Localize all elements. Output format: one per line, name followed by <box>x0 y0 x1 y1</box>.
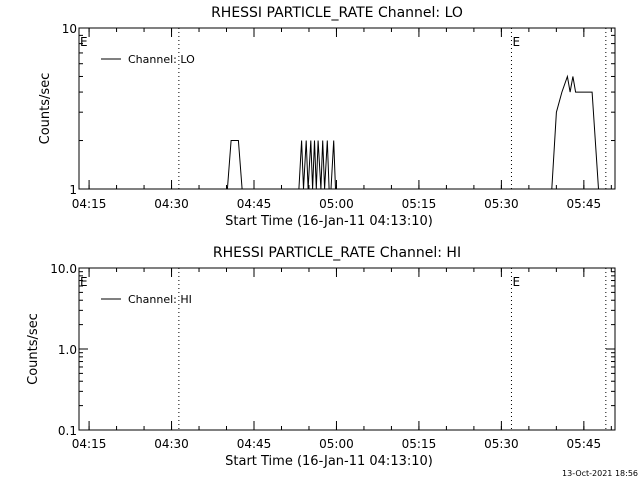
x-axis-label: Start Time (16-Jan-11 04:13:10) <box>225 454 433 469</box>
y-axis-label: Counts/sec <box>26 313 41 385</box>
hi-channel-panel: RHESSI PARTICLE_RATE Channel: HI 0.1 1.0 10… <box>26 245 616 469</box>
eclipse-marker-label: E <box>80 35 88 49</box>
x-tick-label: 05:00 <box>319 437 354 451</box>
eclipse-marker-label: E <box>512 275 520 289</box>
y-tick-label: 10.0 <box>50 262 77 276</box>
eclipse-marker-label: E <box>80 275 88 289</box>
x-tick-label: 05:15 <box>402 437 437 451</box>
x-tick-label: 05:15 <box>402 197 437 211</box>
x-tick-label: 05:30 <box>484 197 519 211</box>
chart-title: RHESSI PARTICLE_RATE Channel: HI <box>213 245 461 261</box>
x-tick-label: 05:45 <box>567 437 602 451</box>
series-line <box>79 74 606 190</box>
x-tick-label: 04:30 <box>154 437 189 451</box>
x-tick-label: 04:30 <box>154 197 189 211</box>
x-tick-label: 05:30 <box>484 437 519 451</box>
x-tick-label: 05:45 <box>567 197 602 211</box>
legend-label: Channel: HI <box>128 293 192 306</box>
x-tick-label: 04:15 <box>72 197 107 211</box>
x-tick-label: 04:15 <box>72 437 107 451</box>
footer-timestamp: 13-Oct-2021 18:56 <box>562 469 638 478</box>
x-tick-label: 04:45 <box>237 437 272 451</box>
y-tick-label: 10 <box>62 22 77 36</box>
lo-channel-panel: RHESSI PARTICLE_RATE Channel: LO 1 10 04:15… <box>38 5 616 229</box>
legend-label: Channel: LO <box>128 53 195 66</box>
y-tick-label: 1 <box>69 183 77 197</box>
y-axis-label: Counts/sec <box>38 73 53 145</box>
x-tick-label: 05:00 <box>319 197 354 211</box>
x-tick-label: 04:45 <box>237 197 272 211</box>
y-tick-label: 0.1 <box>58 424 77 438</box>
x-axis-label: Start Time (16-Jan-11 04:13:10) <box>225 214 433 229</box>
eclipse-marker-label: E <box>512 35 520 49</box>
y-tick-label: 1.0 <box>58 343 77 357</box>
chart-title: RHESSI PARTICLE_RATE Channel: LO <box>211 5 463 21</box>
